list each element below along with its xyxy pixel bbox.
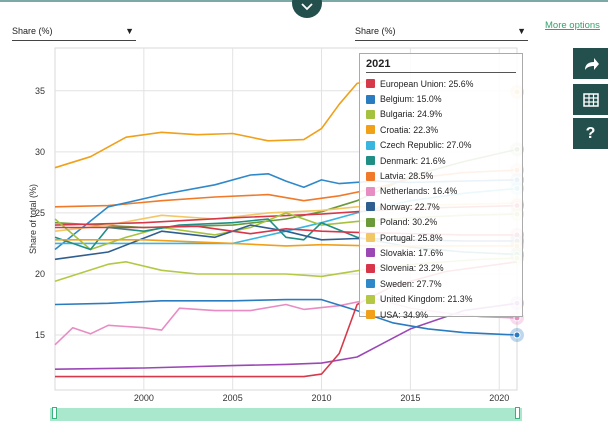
tooltip-row: Bulgaria: 24.9% [366, 107, 473, 122]
tooltip-label: Norway: 22.7% [380, 201, 440, 212]
tooltip-divider [366, 72, 516, 73]
legend-swatch [366, 125, 375, 135]
tooltip-row: Poland: 30.2% [366, 215, 473, 230]
chevron-down-icon [301, 3, 313, 11]
series-line [54, 79, 375, 169]
tooltip-row: USA: 34.9% [366, 307, 473, 322]
tooltip-label: European Union: 25.6% [380, 78, 474, 89]
x-tick-label: 2005 [223, 393, 243, 403]
legend-swatch [366, 263, 375, 273]
x-tick-label: 2000 [134, 393, 154, 403]
tooltip-row: Portugal: 25.8% [366, 230, 473, 245]
tooltip-label: Netherlands: 16.4% [380, 186, 458, 197]
left-dropdown-value: Share (%) [12, 26, 53, 36]
legend-swatch [366, 79, 375, 89]
tooltip-label: Bulgaria: 24.9% [380, 109, 443, 120]
tooltip-label: Czech Republic: 27.0% [380, 140, 472, 151]
tooltip-row: Slovenia: 23.2% [366, 261, 473, 276]
share-button[interactable] [573, 48, 608, 79]
tooltip-row: Sweden: 27.7% [366, 276, 473, 291]
legend-swatch [366, 140, 375, 150]
tooltip-row: Belgium: 15.0% [366, 91, 473, 106]
legend-swatch [366, 217, 375, 227]
share-icon [584, 57, 599, 70]
tooltip-label: USA: 34.9% [380, 309, 428, 320]
time-range-slider[interactable] [50, 408, 522, 421]
more-options-link[interactable]: More options [545, 20, 600, 31]
slider-end-handle[interactable] [515, 407, 520, 419]
legend-swatch [366, 233, 375, 243]
axes: 2000 2005 2010 2015 2020 15 20 25 30 35 Share of t… [28, 86, 509, 403]
y-tick-label: 15 [35, 330, 45, 340]
help-button[interactable]: ? [573, 118, 608, 149]
legend-swatch [366, 156, 375, 166]
tooltip-row: Denmark: 21.6% [366, 153, 473, 168]
right-dropdown-value: Share (%) [355, 26, 396, 36]
tooltip-row: Netherlands: 16.4% [366, 184, 473, 199]
tooltip-row: European Union: 25.6% [366, 76, 473, 91]
legend-swatch [366, 310, 375, 320]
tooltip-label: Croatia: 22.3% [380, 124, 439, 135]
tooltip-label: Denmark: 21.6% [380, 155, 446, 166]
slider-start-handle[interactable] [52, 407, 57, 419]
tooltip-row: Norway: 22.7% [366, 199, 473, 214]
dropdown-arrow-icon: ▼ [517, 26, 526, 36]
hover-tooltip: 2021 European Union: 25.6% Belgium: 15.0%… [359, 53, 523, 320]
tooltip-label: Portugal: 25.8% [380, 232, 443, 243]
tooltip-label: Belgium: 15.0% [380, 94, 442, 105]
tooltip-label: Slovenia: 23.2% [380, 263, 444, 274]
tooltip-list: European Union: 25.6% Belgium: 15.0% Bulga… [366, 76, 473, 322]
tooltip-row: Latvia: 28.5% [366, 168, 473, 183]
data-table-button[interactable] [573, 84, 608, 115]
y-tick-label: 30 [35, 147, 45, 157]
legend-swatch [366, 109, 375, 119]
x-tick-label: 2020 [489, 393, 509, 403]
legend-swatch [366, 202, 375, 212]
tooltip-row: Slovakia: 17.6% [366, 245, 473, 260]
legend-swatch [366, 171, 375, 181]
help-icon: ? [585, 124, 596, 142]
tooltip-row: Czech Republic: 27.0% [366, 138, 473, 153]
left-indicator-dropdown[interactable]: Share (%) ▼ [12, 26, 136, 41]
x-tick-label: 2015 [400, 393, 420, 403]
tooltip-label: Poland: 30.2% [380, 217, 438, 228]
dropdown-arrow-icon: ▼ [125, 26, 134, 36]
legend-swatch [366, 94, 375, 104]
legend-swatch [366, 294, 375, 304]
y-tick-label: 35 [35, 86, 45, 96]
y-axis-label: Share of total (%) [28, 184, 38, 254]
tooltip-label: United Kingdom: 21.3% [380, 294, 473, 305]
end-marker[interactable] [513, 331, 521, 339]
legend-swatch [366, 248, 375, 258]
tooltip-year: 2021 [366, 58, 391, 70]
tooltip-label: Slovakia: 17.6% [380, 247, 444, 258]
tooltip-label: Latvia: 28.5% [380, 171, 434, 182]
tooltip-label: Sweden: 27.7% [380, 278, 442, 289]
legend-swatch [366, 186, 375, 196]
tooltip-row: United Kingdom: 21.3% [366, 291, 473, 306]
series-line [54, 298, 518, 336]
y-tick-label: 25 [35, 208, 45, 218]
y-tick-label: 20 [35, 269, 45, 279]
collapse-toggle[interactable] [292, 0, 322, 18]
legend-swatch [366, 279, 375, 289]
table-icon [582, 92, 599, 107]
x-tick-label: 2010 [312, 393, 332, 403]
tooltip-row: Croatia: 22.3% [366, 122, 473, 137]
right-indicator-dropdown[interactable]: Share (%) ▼ [355, 26, 528, 41]
